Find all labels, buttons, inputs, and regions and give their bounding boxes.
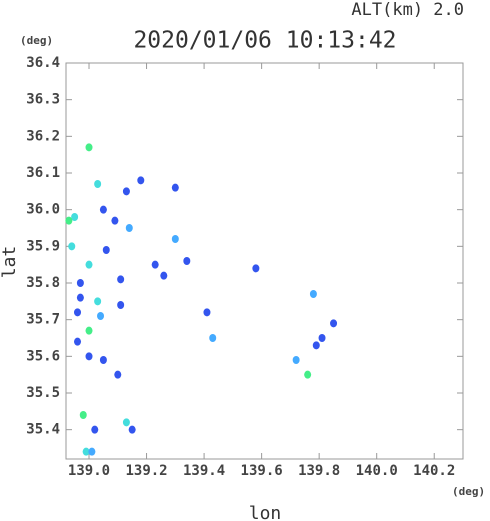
echo-cell [117,275,125,284]
echo-cell [203,308,211,317]
echo-cell [330,319,338,328]
y-tick-label: 35.8 [26,275,60,291]
y-tick-label: 35.9 [26,238,60,254]
y-tick-label: 35.5 [26,385,60,401]
y-tick-label: 36.1 [26,165,60,181]
echo-cell [85,143,93,152]
x-tick-label: 139.2 [125,463,167,479]
echo-cell [117,301,125,309]
echo-cell [85,260,93,269]
echo-cell [304,370,312,379]
echo-cell [292,356,300,364]
echo-cell [94,180,102,188]
echo-cell [91,425,99,434]
y-tick-label: 35.7 [26,312,60,328]
x-tick-label: 140.0 [356,463,398,479]
y-tick-label: 36.0 [26,202,60,218]
echo-cell [125,224,133,232]
echo-cell [137,176,145,185]
echo-cell [85,326,93,335]
echo-cell [76,279,84,287]
echo-cell [111,216,119,225]
x-tick-label: 140.2 [413,463,455,479]
y-tick-label: 36.4 [26,55,60,71]
y-tick-label: 35.6 [26,348,60,364]
y-tick-label: 35.4 [26,422,60,438]
x-axis-label: lon [249,503,282,521]
echo-cell [65,216,73,225]
y-axis-label: lat [0,246,20,279]
echo-cell [171,183,179,192]
y-tick-label: 36.3 [26,92,60,108]
echo-cell [252,264,260,273]
altitude-label: ALT(km) 2.0 [351,0,464,20]
echo-cell [71,213,79,221]
x-tick-label: 139.0 [68,463,110,479]
echo-cell [82,447,90,456]
echo-cell [122,418,130,427]
echo-cell [85,352,93,361]
echo-cell [99,205,107,214]
echo-cell [151,260,159,269]
y-unit: (deg) [20,34,53,47]
echo-cell [79,411,87,419]
x-tick-label: 139.6 [241,463,283,479]
echo-cell [102,246,110,254]
echo-cell [97,312,105,320]
echo-cell [318,334,326,342]
echo-cell [171,235,179,243]
echo-cell [309,290,317,298]
x-tick-label: 139.4 [183,463,225,479]
echo-cell [114,370,122,379]
echo-cell [88,447,96,456]
echo-cell [68,242,76,251]
plot-frame [65,62,464,460]
y-tick-label: 36.2 [26,128,60,144]
echo-cell [312,341,320,350]
echo-cell [76,293,84,302]
echo-cell [160,271,168,280]
echo-cell [183,257,191,265]
echo-cell [122,187,130,196]
echo-cell [74,308,82,317]
chart-title: 2020/01/06 10:13:42 [133,28,396,54]
x-tick-label: 139.8 [298,463,340,479]
echo-cell [99,356,107,364]
echo-cell [74,337,82,346]
x-unit: (deg) [452,485,485,498]
echo-cell [209,334,217,342]
echo-cell [94,297,102,306]
echo-cell [128,425,136,434]
